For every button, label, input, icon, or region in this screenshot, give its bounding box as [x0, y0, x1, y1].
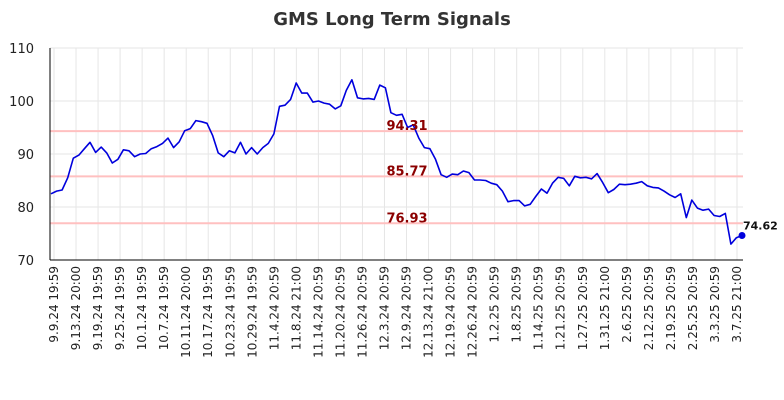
x-tick-label: 3.3.25 20:59: [708, 266, 722, 343]
axes: [49, 48, 743, 261]
chart-title: GMS Long Term Signals: [273, 9, 511, 30]
x-tick-label: 10.29.24 19:59: [245, 266, 259, 358]
x-tick-label: 11.26.24 20:59: [355, 266, 369, 358]
signal-label: 85.77: [386, 164, 427, 179]
x-tick-label: 2.12.25 20:59: [642, 266, 656, 350]
x-tick-label: 1.14.25 20:59: [532, 266, 546, 350]
x-tick-label: 12.19.24 20:59: [444, 266, 458, 358]
y-tick-label: 100: [9, 95, 34, 110]
x-tick-label: 12.26.24 20:59: [466, 266, 480, 358]
x-tick-label: 10.1.24 19:59: [135, 266, 149, 350]
x-tick-label: 11.14.24 20:59: [311, 266, 325, 358]
x-tick-label: 10.17.24 19:59: [201, 266, 215, 358]
y-tick-label: 70: [17, 254, 34, 269]
signal-lines: [50, 130, 743, 225]
signal-labels: 94.31 85.77 76.93: [386, 119, 427, 226]
x-tick-label: 10.11.24 20:00: [179, 266, 193, 358]
x-tick-label: 9.9.24 19:59: [47, 266, 61, 343]
x-tick-label: 3.7.25 21:00: [730, 266, 744, 343]
x-tick-label: 2.6.25 20:59: [620, 266, 634, 343]
last-value: 74.62: [738, 220, 778, 240]
x-tick-label: 9.19.24 19:59: [91, 266, 105, 350]
x-tick-label: 1.31.25 21:00: [598, 266, 612, 350]
x-tick-label: 2.25.25 20:59: [686, 266, 700, 350]
x-tick-label: 1.2.25 20:59: [488, 266, 502, 343]
y-tick-label: 80: [17, 201, 34, 216]
x-tick-label: 9.13.24 20:00: [69, 266, 83, 350]
y-tick-label: 90: [17, 148, 34, 163]
x-tick-label: 10.7.24 19:59: [157, 266, 171, 350]
x-tick-label: 9.25.24 19:59: [113, 266, 127, 350]
x-tick-label: 1.27.25 20:59: [576, 266, 590, 350]
x-tick-label: 11.20.24 20:59: [333, 266, 347, 358]
last-value-label: 74.62: [743, 220, 778, 233]
signal-label: 76.93: [386, 211, 427, 226]
x-tick-label: 11.8.24 21:00: [289, 266, 303, 350]
y-tick-label: 110: [9, 42, 34, 57]
signal-label: 94.31: [386, 119, 427, 134]
y-axis-ticks: 70 80 90 100 110: [9, 42, 34, 269]
x-tick-label: 1.8.25 20:59: [510, 266, 524, 343]
x-tick-label: 11.4.24 20:59: [267, 266, 281, 350]
x-axis-ticks: 9.9.24 19:59 9.13.24 20:00 9.19.24 19:59 9.…: [47, 266, 744, 358]
series-line: [50, 79, 743, 245]
x-tick-label: 12.9.24 20:59: [400, 266, 414, 350]
series: [50, 79, 743, 245]
x-tick-label: 2.19.25 20:59: [664, 266, 678, 350]
last-value-marker: [738, 232, 746, 240]
x-tick-label: 12.3.24 20:59: [377, 266, 391, 350]
x-tick-label: 10.23.24 19:59: [223, 266, 237, 358]
x-tick-label: 1.21.25 20:59: [554, 266, 568, 350]
x-tick-label: 12.13.24 21:00: [422, 266, 436, 358]
grid: [50, 47, 743, 261]
